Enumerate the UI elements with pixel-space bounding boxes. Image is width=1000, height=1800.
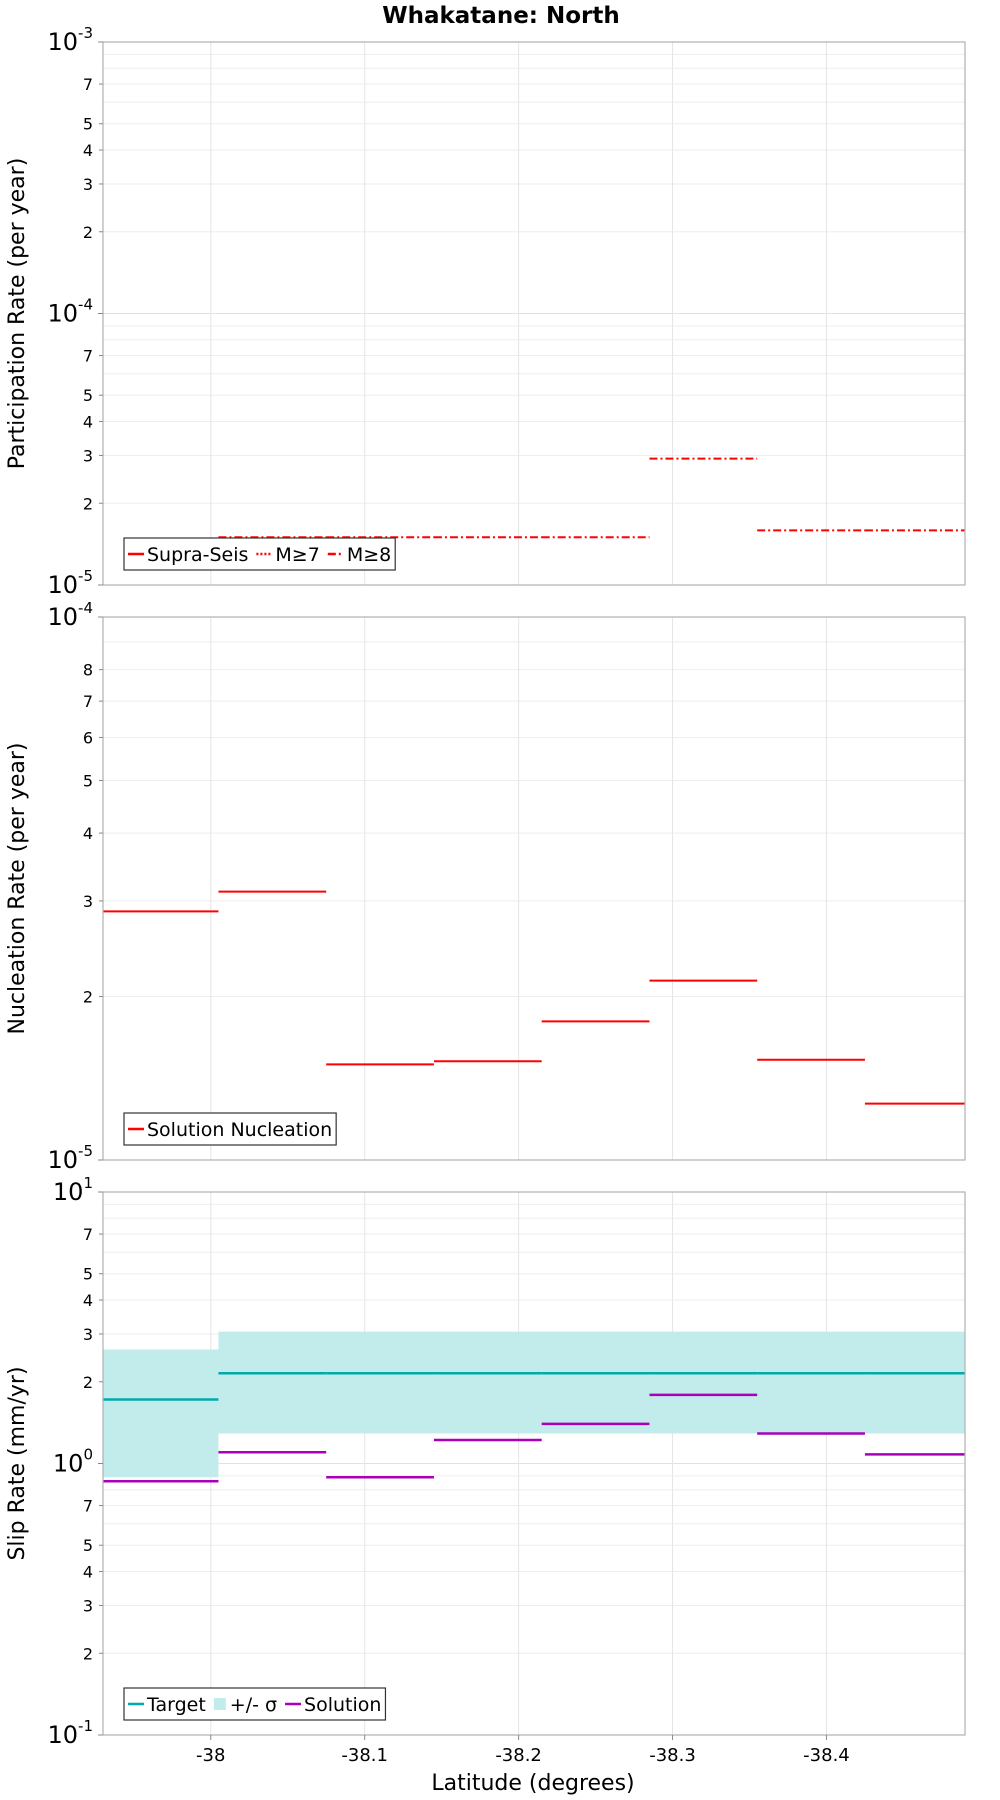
y-tick-label-major: 10-1	[47, 1717, 93, 1749]
y-tick-label: 7	[83, 75, 93, 94]
uncertainty-band	[218, 1331, 965, 1434]
y-tick-label: 2	[83, 494, 93, 513]
y-tick-label: 2	[83, 1373, 93, 1392]
y-tick-label: 5	[83, 1536, 93, 1555]
y-tick-base: 10	[47, 300, 78, 328]
legend-swatch	[213, 1698, 226, 1710]
legend-label: +/- σ	[230, 1694, 277, 1716]
legend: Supra-Seis M≥7 M≥8	[123, 537, 396, 571]
series-solution-nucleation	[103, 890, 965, 1105]
y-axis-label: Participation Rate (per year)	[5, 158, 30, 470]
plot-frame	[102, 616, 966, 1161]
y-tick-label-major: 101	[53, 1174, 93, 1206]
y-tick-base: 10	[53, 1450, 84, 1478]
legend-label: Target	[146, 1694, 206, 1716]
y-tick-label: 2	[83, 988, 93, 1007]
y-tick-label: 5	[83, 115, 93, 134]
y-tick-base: 10	[47, 1721, 78, 1749]
gridlines	[103, 1192, 965, 1736]
y-tick-base: 10	[47, 28, 78, 56]
legend-label: Solution Nucleation	[147, 1119, 332, 1141]
y-tick-label: 7	[83, 1497, 93, 1516]
y-tick-base: 10	[47, 571, 78, 599]
y-tick-label: 6	[83, 728, 93, 747]
y-tick-exponent: -5	[78, 567, 93, 585]
y-tick-label-major: 10-5	[47, 567, 93, 599]
legend: Solution Nucleation	[123, 1112, 337, 1146]
y-axis-label: Nucleation Rate (per year)	[5, 743, 30, 1035]
legend: Target +/- σ Solution	[123, 1687, 387, 1721]
y-tick-label-major: 10-5	[47, 1142, 93, 1174]
x-tick-label: -38.2	[495, 1745, 542, 1766]
y-tick-base: 10	[47, 603, 78, 631]
y-tick-label: 7	[83, 692, 93, 711]
y-tick-label: 4	[83, 413, 93, 432]
y-tick-label: 3	[83, 446, 93, 465]
legend-label: Solution	[304, 1694, 381, 1716]
y-tick-label: 7	[83, 1225, 93, 1244]
y-tick-label: 4	[83, 1563, 93, 1582]
y-tick-exponent: 1	[83, 1174, 93, 1192]
y-axis-label: Slip Rate (mm/yr)	[5, 1366, 30, 1560]
x-tick-label: -38.1	[341, 1745, 388, 1766]
series-solution	[103, 1393, 965, 1483]
legend-box	[123, 1687, 387, 1721]
y-tick-label: 3	[83, 892, 93, 911]
y-tick-label-major: 10-3	[47, 24, 93, 56]
y-tick-label-major: 10-4	[47, 296, 93, 328]
series-target	[103, 1371, 965, 1401]
y-tick-label: 3	[83, 1325, 93, 1344]
y-tick-exponent: -1	[78, 1717, 93, 1735]
y-tick-label: 2	[83, 1644, 93, 1663]
x-tick-label: -38.4	[803, 1745, 850, 1766]
legend-label: Supra-Seis	[147, 544, 248, 566]
y-tick-label: 2	[83, 223, 93, 242]
y-tick-label: 4	[83, 824, 93, 843]
legend-box	[123, 537, 396, 571]
y-tick-exponent: -5	[78, 1142, 93, 1160]
x-tick-label: -38.3	[649, 1745, 696, 1766]
plot-area	[218, 457, 965, 539]
plot-area	[103, 1331, 965, 1483]
y-tick-exponent: -3	[78, 24, 93, 42]
legend-box	[123, 1112, 337, 1146]
y-tick-label-major: 100	[53, 1446, 93, 1478]
y-tick-label: 7	[83, 347, 93, 366]
y-tick-exponent: 0	[83, 1446, 93, 1464]
y-tick-exponent: -4	[78, 599, 93, 617]
y-tick-label: 5	[83, 1265, 93, 1284]
y-tick-exponent: -4	[78, 296, 93, 314]
y-tick-label: 5	[83, 386, 93, 405]
y-tick-label-major: 10-4	[47, 599, 93, 631]
plot-area	[103, 890, 965, 1105]
series-m-8	[218, 457, 965, 539]
y-tick-label: 3	[83, 1596, 93, 1615]
y-tick-label: 4	[83, 1291, 93, 1310]
y-tick-base: 10	[53, 1178, 84, 1206]
chart-title: Whakatane: North	[382, 3, 620, 29]
gridlines	[103, 617, 965, 1161]
legend-label: M≥7	[275, 544, 319, 566]
y-tick-label: 8	[83, 661, 93, 680]
x-tick-label: -38	[196, 1745, 225, 1766]
x-axis-label: Latitude (degrees)	[431, 1771, 634, 1796]
y-tick-label: 5	[83, 771, 93, 790]
gridlines	[103, 42, 965, 586]
legend-label: M≥8	[347, 544, 391, 566]
uncertainty-band	[103, 1349, 219, 1478]
y-tick-label: 4	[83, 141, 93, 160]
y-tick-label: 3	[83, 175, 93, 194]
y-tick-base: 10	[47, 1146, 78, 1174]
